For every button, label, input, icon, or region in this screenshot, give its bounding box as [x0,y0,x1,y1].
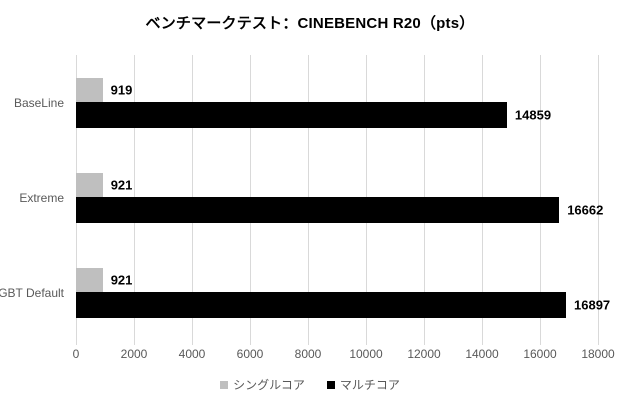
category-label: GBT Default [0,285,64,300]
bar-value-label: 921 [110,177,133,192]
legend-item-single-core: シングルコア [220,376,305,393]
x-tick-label: 18000 [581,347,615,361]
x-tick-mark [308,340,309,345]
x-axis-tick-labels: 0 2000 4000 6000 8000 10000 12000 14000 16000 180… [72,347,615,363]
bar-single-core [76,267,103,292]
x-tick-mark [598,340,599,345]
x-tick-label: 2000 [120,347,148,361]
category-label: BaseLine [13,95,64,110]
x-tick-mark [134,340,135,345]
x-tick-label: 6000 [236,347,264,361]
bar-value-label: 14859 [514,107,552,122]
legend-label: マルチコア [339,378,400,392]
x-tick-mark [76,340,77,345]
chart-title: ベンチマークテスト：CINEBENCH R20（pts） [145,15,475,32]
bar-multi-core [76,196,560,223]
legend-swatch-single-core [220,380,229,389]
y-axis-category-labels: BaseLine Extreme GBT Default [0,55,70,340]
x-tick-mark [250,340,251,345]
x-tick-label: 16000 [523,347,557,361]
category-label: Extreme [19,190,64,205]
x-tick-label: 0 [72,347,80,361]
x-tick-label: 10000 [349,347,383,361]
bar-single-core [76,172,103,197]
bar-value-label: 16662 [567,202,604,217]
x-tick-label: 12000 [407,347,441,361]
legend-label: シングルコア [233,378,305,392]
legend: シングルコア マルチコア [0,376,620,393]
x-tick-label: 4000 [178,347,206,361]
plot-area: 919 14859 921 16662 921 16897 [76,55,610,345]
bar-value-label: 921 [110,272,133,287]
x-tick-label: 8000 [294,347,322,361]
x-tick-mark [424,340,425,345]
legend-swatch-multi-core [326,380,335,389]
x-tick-mark [482,340,483,345]
bar-value-label: 919 [110,82,133,97]
bar-single-core [76,77,103,102]
bar-value-label: 16897 [574,297,611,312]
x-tick-label: 14000 [465,347,499,361]
x-tick-mark [366,340,367,345]
bar-multi-core [76,291,566,318]
legend-item-multi-core: マルチコア [326,376,400,393]
x-tick-mark [192,340,193,345]
bar-multi-core [76,101,507,128]
gridline [598,55,599,340]
x-tick-mark [540,340,541,345]
